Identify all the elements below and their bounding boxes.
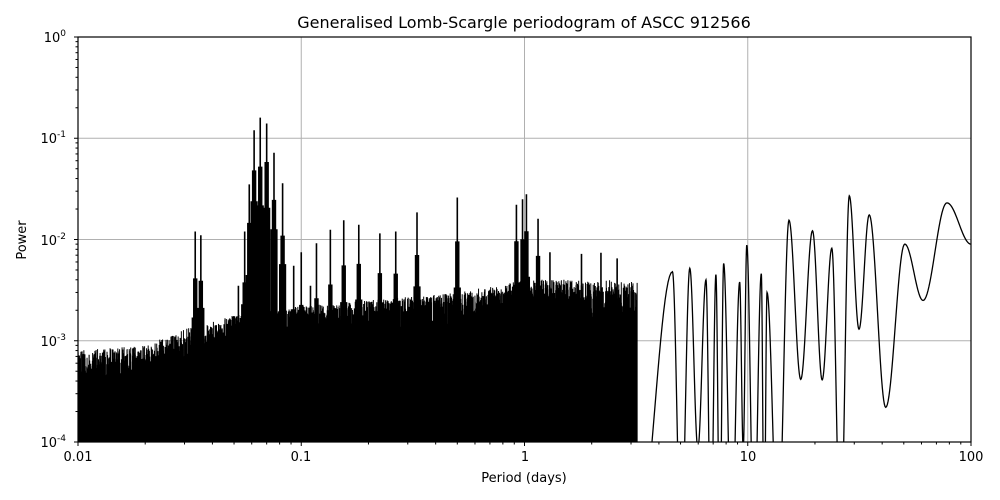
power-spectrum-series bbox=[78, 117, 971, 442]
y-axis-ticks bbox=[74, 36, 78, 443]
x-tick-label-0.1: 0.1 bbox=[291, 450, 312, 465]
x-tick-label-10: 10 bbox=[740, 450, 757, 465]
x-axis-label: Period (days) bbox=[481, 471, 567, 486]
y-axis-label: Power bbox=[15, 220, 30, 260]
x-tick-labels: 0.01 0.1 1 10 100 bbox=[64, 450, 984, 465]
x-axis-ticks bbox=[77, 442, 972, 446]
x-tick-label-0.01: 0.01 bbox=[64, 450, 93, 465]
x-tick-label-100: 100 bbox=[959, 450, 984, 465]
chart-title: Generalised Lomb-Scargle periodogram of … bbox=[297, 13, 751, 32]
x-tick-label-1: 1 bbox=[521, 450, 529, 465]
